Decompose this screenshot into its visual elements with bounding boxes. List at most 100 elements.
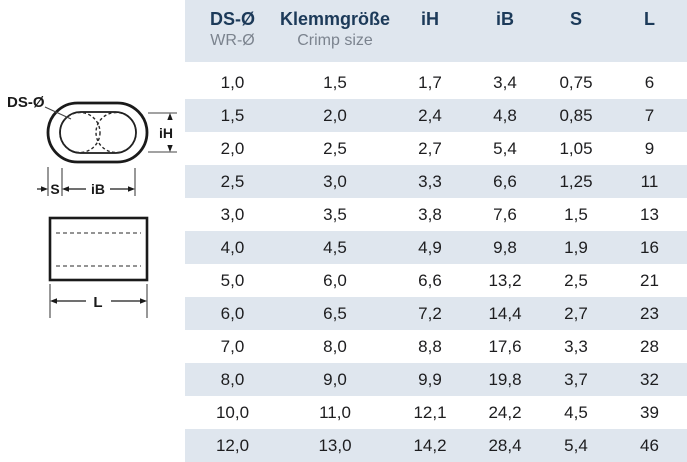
table-cell: 32 [640,369,659,389]
table-cell: 4,5 [323,237,347,257]
table-cell: 6,5 [323,303,347,323]
column-header-label: Klemmgröße [279,9,391,29]
table-cell: 19,8 [488,369,522,389]
table-cell: 1,5 [323,72,347,92]
table-cell: 2,5 [323,138,347,158]
table-cell: 5,4 [493,138,517,158]
column-header-s: S [540,0,612,62]
table-row: 3,0 3,5 3,8 7,6 1,5 13 [185,198,687,231]
table-row: 2,5 3,0 3,3 6,6 1,25 11 [185,165,687,198]
table-cell: 16 [640,237,659,257]
table-cell: 6,0 [323,270,347,290]
table-cell: 23 [640,303,659,323]
table-row: 5,0 6,0 6,6 13,2 2,5 21 [185,264,687,297]
table-cell: 14,2 [413,435,447,455]
table-cell: 12,1 [413,402,447,422]
table-cell: 0,85 [559,105,593,125]
column-header-label: L [644,9,655,29]
ds-diameter-label: DS-Ø [7,94,45,111]
table-row: 6,0 6,5 7,2 14,4 2,7 23 [185,297,687,330]
table-cell: 3,7 [564,369,588,389]
table-cell: 4,0 [220,237,245,257]
l-arrow-right [140,298,147,304]
table-row: 12,0 13,0 14,2 28,4 5,4 46 [185,429,687,462]
table-cell: 24,2 [488,402,522,422]
table-cell: 12,0 [215,435,250,455]
table-cell: 7,2 [418,303,442,323]
ib-arrow-right [128,186,135,192]
table-cell: 11,0 [319,402,351,422]
ih-arrow-down [167,145,173,152]
ih-arrow-up [167,113,173,120]
table-row: 10,0 11,0 12,1 24,2 4,5 39 [185,396,687,429]
wire-bore-right [95,111,137,154]
column-header-l: L [612,0,687,62]
crimp-sleeve-side-view: L [48,216,149,318]
table-cell: 13,0 [318,435,352,455]
table-row: 7,0 8,0 8,8 17,6 3,3 28 [185,330,687,363]
table-cell: 8,0 [220,369,245,389]
table-cell: 1,9 [564,237,588,257]
table-cell: 39 [640,402,659,422]
table-cell: 11 [640,171,659,191]
table-cell: 2,5 [564,270,588,290]
table-row: 1,5 2,0 2,4 4,8 0,85 7 [185,99,687,132]
s-arrow [41,186,48,192]
column-header-sublabel: WR-Ø [210,32,255,49]
table-body: 1,0 1,5 1,7 3,4 0,75 6 1,5 2,0 2,4 4,8 0,85 7 2,0 2,5… [185,66,687,462]
sleeve-side-outline [48,216,149,282]
table-cell: 10,0 [215,402,250,422]
table-cell: 9 [644,138,655,158]
table-cell: 17,6 [488,336,522,356]
table-cell: 6,0 [220,303,245,323]
ih-dimension-label: iH [159,125,173,141]
column-header-ds: DS-Ø WR-Ø [185,0,280,62]
ib-arrow-left [62,186,69,192]
table-cell: 5,0 [220,270,245,290]
table-cell: 3,0 [220,204,245,224]
table-cell: 1,5 [564,204,588,224]
table-cell: 46 [640,435,659,455]
l-dimension-label: L [93,294,102,311]
table-cell: 6 [644,72,655,92]
table-cell: 21 [640,270,659,290]
wire-bore-left [59,111,101,154]
table-cell: 2,0 [220,138,245,158]
column-header-label: S [569,9,582,29]
table-cell: 7,0 [220,336,245,356]
table-cell: 7 [644,105,655,125]
table-cell: 9,9 [418,369,442,389]
table-row: 2,0 2,5 2,7 5,4 1,05 9 [185,132,687,165]
ds-leader-line [44,106,72,120]
table-cell: 13,2 [488,270,522,290]
dimension-table: DS-Ø WR-Ø Klemmgröße Crimp size iH iB S … [185,0,687,462]
table-cell: 1,05 [559,138,593,158]
table-cell: 1,5 [220,105,245,125]
table-cell: 4,5 [564,402,588,422]
ib-dimension-label: iB [91,181,105,197]
crimp-sleeve-drawing: DS-Ø iH S iB [0,0,185,462]
l-arrow-left [50,298,57,304]
table-cell: 2,0 [323,105,347,125]
table-cell: 4,8 [493,105,517,125]
table-cell: 3,3 [418,171,442,191]
crimp-sleeve-front-view: DS-Ø iH S iB [7,94,177,197]
table-cell: 3,5 [323,204,347,224]
table-cell: 1,0 [220,72,245,92]
column-header-label: iB [496,9,514,29]
table-cell: 3,0 [323,171,347,191]
table-cell: 2,7 [418,138,442,158]
column-header-sublabel: Crimp size [297,32,373,49]
table-row: 4,0 4,5 4,9 9,8 1,9 16 [185,231,687,264]
table-cell: 13 [640,204,659,224]
crimp-sleeve-drawing-svg: DS-Ø iH S iB [7,94,177,318]
table-cell: 8,0 [323,336,347,356]
table-cell: 2,4 [418,105,442,125]
table-cell: 3,8 [418,204,442,224]
s-dimension-label: S [50,181,59,197]
table-cell: 2,7 [564,303,588,323]
table-cell: 1,25 [559,171,593,191]
table-cell: 9,0 [323,369,347,389]
sleeve-outer-contour [46,101,149,164]
table-cell: 2,5 [220,171,245,191]
